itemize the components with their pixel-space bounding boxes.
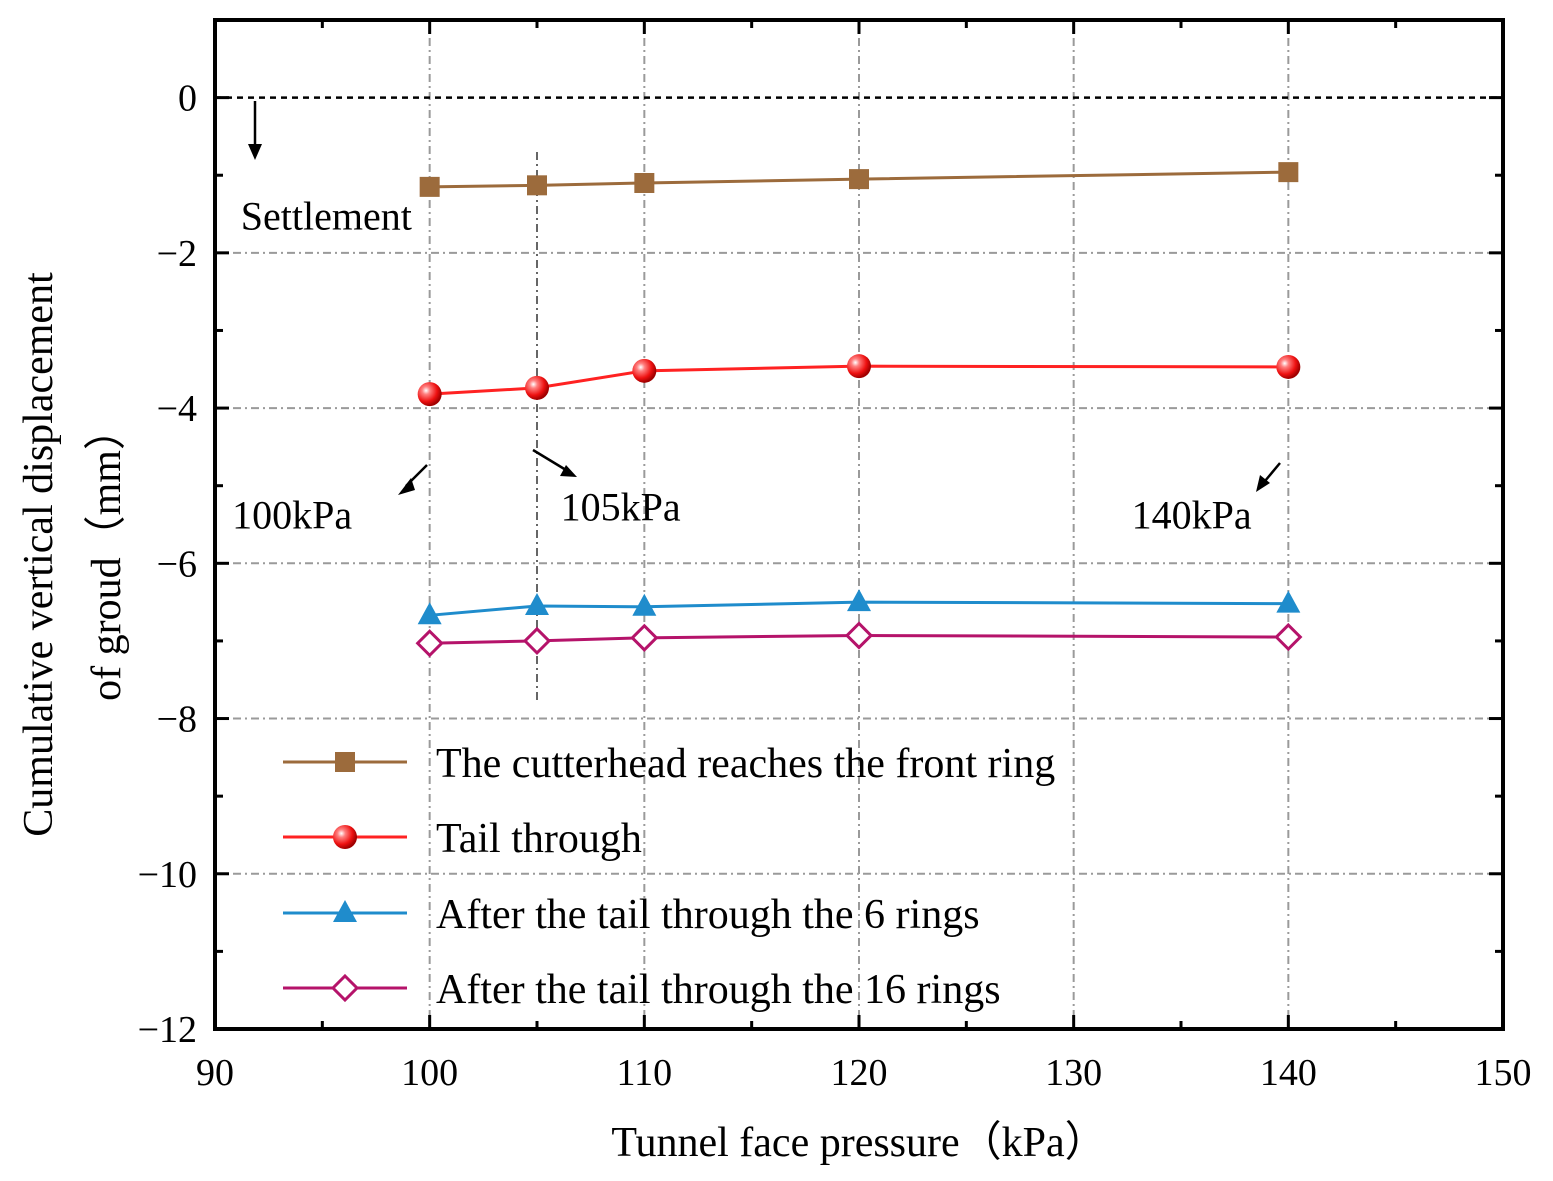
annotation-settlement: Settlement — [241, 194, 412, 239]
x-tick-label: 150 — [1475, 1052, 1532, 1094]
y-axis-title-line1: Cumulative vertical displacement — [16, 272, 62, 837]
y-tick-label: −6 — [157, 543, 197, 585]
data-point-s2-4 — [847, 354, 871, 379]
data-point-s3-4 — [847, 589, 871, 612]
x-tick-label: 140 — [1260, 1052, 1317, 1094]
plot-frame — [213, 18, 1505, 1031]
arrow-100kpa-head — [398, 478, 415, 495]
tick-labels: 90 100 110 120 130 140 150 0 −2 −4 −6 −8 −10 −12 — [138, 78, 1532, 1094]
legend-marker-4 — [330, 973, 360, 1003]
data-point-s1-1 — [419, 176, 440, 197]
annotation-100kpa: 100kPa — [232, 492, 352, 537]
legend-marker-2 — [333, 825, 357, 849]
y-tick-label: 0 — [178, 78, 197, 120]
y-axis-title: Cumulative vertical displacement of grou… — [16, 272, 130, 837]
x-tick-label: 130 — [1045, 1052, 1102, 1094]
legend-marker-3 — [333, 900, 357, 922]
legend-label-1: The cutterhead reaches the front ring — [436, 741, 1055, 787]
data-point-s2-2 — [525, 375, 549, 400]
settlement-arrow-head — [248, 144, 262, 160]
legend-label-2: Tail through — [436, 816, 642, 862]
y-tick-label: −4 — [157, 388, 197, 430]
data-point-s1-4 — [849, 169, 869, 190]
data-point-s3-3 — [632, 593, 657, 616]
arrow-140kpa — [1264, 462, 1281, 482]
data-point-s4-5 — [1274, 622, 1303, 652]
data-point-s4-4 — [844, 621, 874, 650]
x-tick-label: 90 — [196, 1052, 234, 1094]
data-point-s2-5 — [1276, 354, 1301, 379]
data-point-s4-3 — [630, 623, 659, 652]
annotation-140kpa: 140kPa — [1132, 492, 1252, 537]
data-point-s1-3 — [634, 172, 655, 193]
y-tick-label: −8 — [157, 699, 197, 741]
legend-marker-1 — [335, 752, 355, 772]
data-point-s2-3 — [632, 358, 657, 383]
arrow-140kpa-head — [1256, 475, 1270, 492]
data-point-s3-1 — [417, 602, 442, 625]
annotation-105kpa: 105kPa — [561, 485, 681, 530]
annotations: Settlement 100kPa 105kPa 140kPa — [232, 101, 1281, 537]
x-tick-label: 110 — [617, 1052, 673, 1094]
legend-label-3: After the tail through the 6 rings — [436, 892, 980, 938]
arrow-105kpa — [532, 448, 567, 472]
y-tick-label: −12 — [138, 1009, 197, 1051]
data-point-s1-5 — [1278, 162, 1299, 183]
data-point-s3-2 — [525, 592, 549, 615]
data-point-s1-2 — [527, 175, 547, 196]
y-tick-label: −2 — [157, 233, 197, 275]
x-tick-label: 100 — [401, 1052, 458, 1094]
x-axis-title: Tunnel face pressure（kPa） — [611, 1120, 1106, 1166]
legend-label-4: After the tail through the 16 rings — [436, 967, 1001, 1013]
arrow-105kpa-head — [560, 465, 577, 477]
data-point-s4-2 — [522, 626, 552, 656]
legend: The cutterhead reaches the front ring Tai… — [283, 741, 1055, 1013]
data-point-s3-5 — [1276, 590, 1301, 613]
y-tick-label: −10 — [138, 854, 197, 896]
x-tick-label: 120 — [831, 1052, 888, 1094]
data-point-s2-1 — [417, 382, 442, 407]
data-point-s4-1 — [415, 629, 444, 658]
y-axis-title-line2: of groud（mm） — [84, 408, 130, 701]
series-markers — [415, 162, 1303, 658]
